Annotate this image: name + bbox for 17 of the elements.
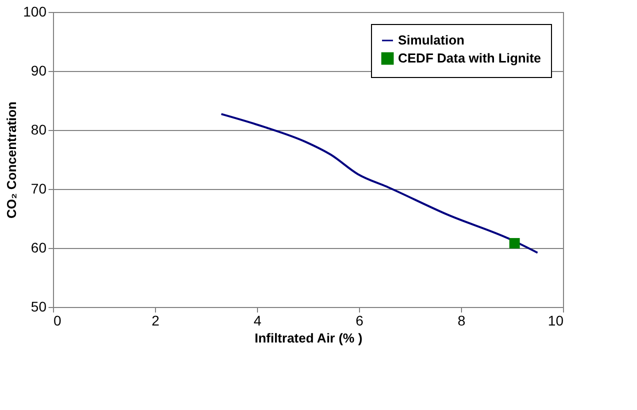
y-tick-label: 100 xyxy=(23,4,47,20)
y-tick-label: 60 xyxy=(30,240,47,256)
x-tick-label: 4 xyxy=(254,312,262,328)
y-tick-label: 90 xyxy=(30,62,47,78)
x-tick-label: 2 xyxy=(152,312,160,328)
y-tick-label: 50 xyxy=(30,298,47,314)
x-axis-title: Infiltrated Air (% ) xyxy=(254,330,362,346)
y-tick-label: 70 xyxy=(30,180,47,196)
x-tick-label: 0 xyxy=(54,312,62,328)
legend-label: Simulation xyxy=(398,32,465,48)
x-tick-label: 10 xyxy=(548,312,564,328)
legend-label: CEDF Data with Lignite xyxy=(398,50,541,66)
line-series xyxy=(220,113,538,254)
x-tick-label: 6 xyxy=(356,312,364,328)
y-axis-title: CO₂ Concentration xyxy=(4,101,20,218)
y-tick-label: 80 xyxy=(30,122,47,138)
x-tick-label: 8 xyxy=(458,312,466,328)
